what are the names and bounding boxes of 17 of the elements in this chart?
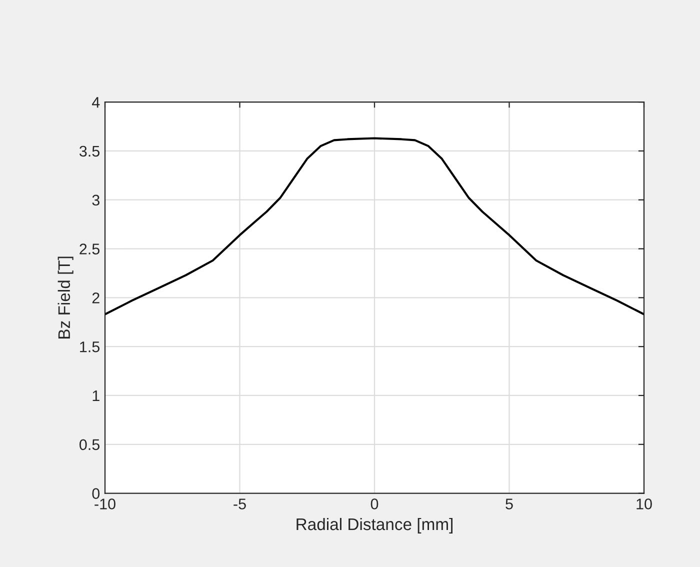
y-tick-label: 1 [92, 390, 100, 402]
y-tick-label: 3 [92, 194, 100, 206]
y-tick-label: 0.5 [80, 439, 100, 450]
y-tick-label: 2 [92, 292, 100, 304]
y-axis-title: Bz Field [T] [58, 256, 74, 338]
y-tick-label: 3.5 [79, 146, 100, 157]
y-tick-label: 2.5 [80, 244, 100, 254]
x-tick-label: -5 [234, 498, 246, 510]
y-tick-label: 0 [92, 488, 100, 499]
x-tick-label: 0 [370, 498, 378, 510]
x-axis-title: Radial Distance [mm] [296, 518, 453, 534]
y-tick-label: 4 [92, 97, 100, 108]
x-tick-label: -10 [94, 498, 116, 510]
x-tick-label: 10 [636, 498, 652, 510]
y-tick-label: 1.5 [80, 342, 100, 352]
line-series [105, 137, 644, 316]
x-tick-label: 5 [506, 498, 513, 510]
